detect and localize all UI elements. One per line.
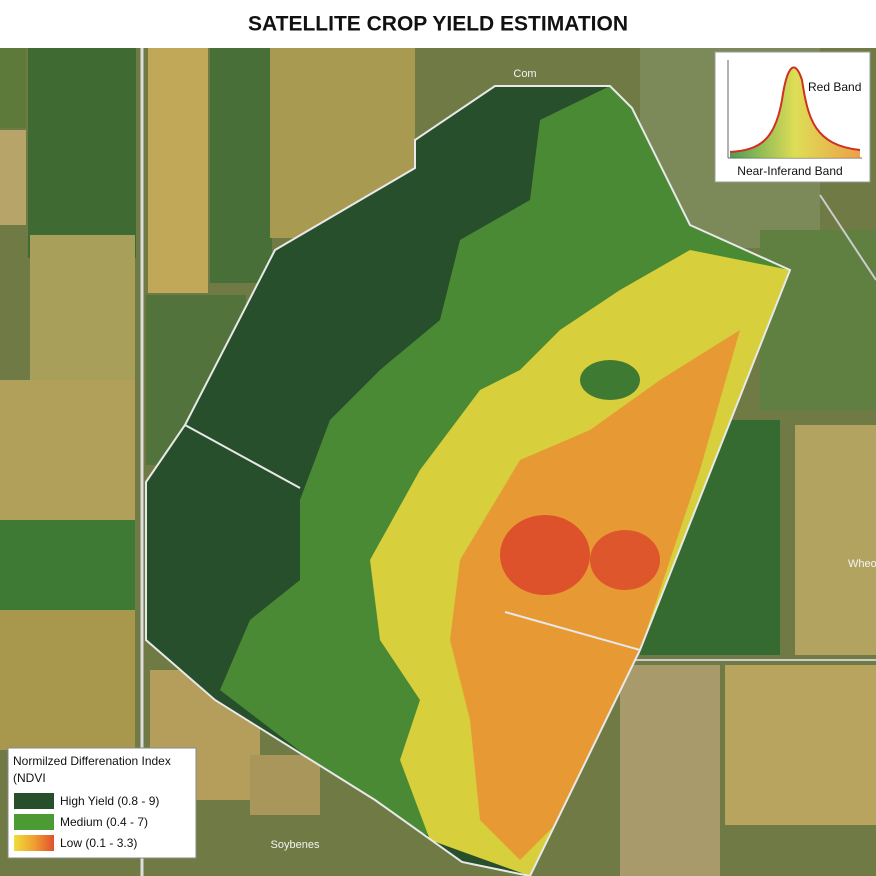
- map-label: Soybenes: [271, 839, 320, 851]
- inset-label: Red Band: [808, 80, 861, 94]
- legend: Normilzed Differenation Index (NDVI High…: [7, 747, 197, 859]
- legend-swatch: [14, 835, 54, 851]
- legend-item: Medium (0.4 - 7): [60, 815, 148, 829]
- map-label: Com: [513, 68, 536, 80]
- title: SATELLITE CROP YIELD ESTIMATION: [248, 13, 628, 36]
- legend-item: Low (0.1 - 3.3): [60, 836, 137, 850]
- map-label: Wheo: [848, 558, 876, 570]
- inset-label: Near-Inferand Band: [737, 164, 842, 178]
- legend-title: (NDVI: [13, 771, 46, 785]
- legend-swatch: [14, 793, 54, 809]
- legend-swatch: [14, 814, 54, 830]
- spectrum-inset: Red Band Near-Inferand Band: [714, 51, 871, 183]
- map: Com Wheo Soybenes: [0, 48, 876, 876]
- legend-title: Normilzed Differenation Index: [13, 754, 171, 768]
- header-band: [0, 0, 876, 48]
- legend-item: High Yield (0.8 - 9): [60, 794, 159, 808]
